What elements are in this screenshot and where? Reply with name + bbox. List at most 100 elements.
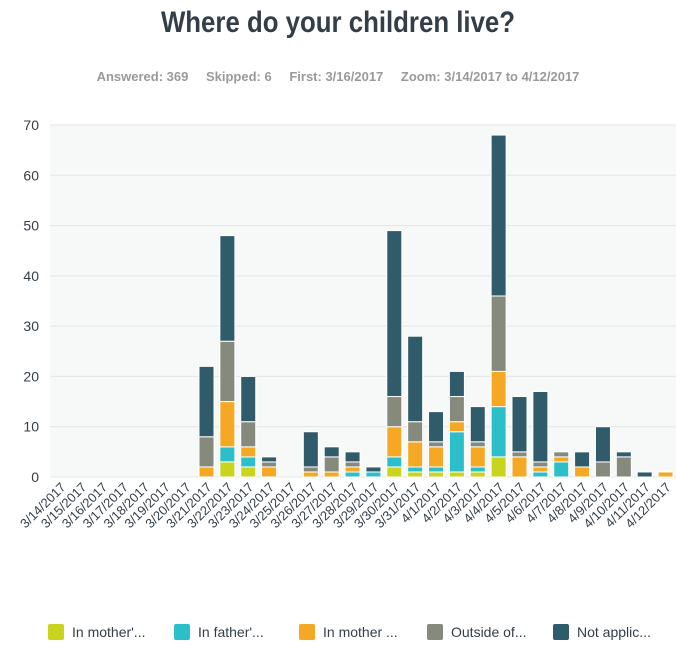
bar-segment (511, 456, 528, 478)
bar-segment (219, 235, 236, 342)
bar-segment (532, 391, 549, 463)
bar-segment (553, 461, 570, 478)
bar-segment (261, 466, 278, 478)
bar-segment (428, 471, 445, 478)
y-tick-label: 60 (23, 167, 39, 183)
bar-segment (428, 466, 445, 473)
bar-segment (490, 134, 507, 297)
legend-item[interactable]: Not applic... (553, 624, 651, 640)
bar-segment (344, 451, 361, 463)
bar-segment (323, 456, 340, 473)
stacked-bar-chart: 0102030405060703/14/20173/15/20173/16/20… (17, 117, 676, 531)
legend-swatch (427, 624, 443, 640)
bar-segment (615, 456, 632, 478)
bar-segment (302, 466, 319, 473)
bar-segment (428, 446, 445, 468)
bar-segment (490, 370, 507, 408)
bar-segment (511, 451, 528, 458)
legend-item[interactable]: In mother ... (299, 624, 398, 640)
legend-label: Outside of... (451, 624, 527, 640)
chart-title: Where do your children live? (160, 6, 516, 39)
y-tick-label: 30 (23, 318, 39, 334)
legend-label: In father'... (198, 624, 264, 640)
bar-segment (428, 411, 445, 443)
bar-segment (240, 456, 257, 468)
bar-segment (407, 466, 424, 473)
plot-area (50, 125, 676, 477)
y-tick-label: 10 (23, 419, 39, 435)
bar-segment (219, 446, 236, 463)
legend-swatch (299, 624, 315, 640)
bar-segment (302, 431, 319, 468)
y-tick-label: 0 (31, 469, 39, 485)
bar-segment (323, 471, 340, 478)
bar-segment (490, 406, 507, 458)
legend-item[interactable]: In mother'... (48, 624, 145, 640)
bar-segment (240, 446, 257, 458)
bar-segment (532, 471, 549, 478)
zoom-range: Zoom: 3/14/2017 to 4/12/2017 (400, 69, 580, 84)
bar-segment (448, 370, 465, 398)
y-tick-label: 20 (23, 368, 39, 384)
bar-segment (511, 396, 528, 453)
bar-segment (386, 426, 403, 458)
bar-segment (240, 421, 257, 448)
bar-segment (594, 461, 611, 478)
legend-item[interactable]: Outside of... (427, 624, 526, 640)
bar-segment (365, 466, 382, 473)
bar-segment (532, 466, 549, 473)
bar-segment (407, 471, 424, 478)
y-tick-label: 70 (23, 117, 39, 133)
y-tick-label: 50 (23, 218, 39, 234)
bar-segment (532, 461, 549, 468)
bar-segment (407, 335, 424, 423)
bar-segment (365, 471, 382, 478)
bar-segment (469, 446, 486, 468)
bar-segment (615, 451, 632, 458)
legend-swatch (174, 624, 190, 640)
legend-label: In mother ... (323, 624, 398, 640)
chart-legend: In mother'... In father'... In mother ... O… (0, 624, 676, 644)
legend-label: Not applic... (577, 624, 651, 640)
bar-segment (386, 396, 403, 428)
bar-segment (386, 466, 403, 478)
bar-segment (219, 461, 236, 478)
bar-segment (198, 466, 215, 478)
legend-swatch (553, 624, 569, 640)
bar-segment (574, 451, 591, 468)
bar-segment (261, 461, 278, 468)
bar-segment (490, 456, 507, 478)
bar-segment (344, 471, 361, 478)
answered-count: Answered: 369 (96, 69, 189, 84)
bar-segment (594, 426, 611, 463)
bar-segment (386, 456, 403, 468)
bar-segment (261, 456, 278, 463)
bar-segment (469, 466, 486, 473)
legend-item[interactable]: In father'... (174, 624, 264, 640)
bar-segment (553, 451, 570, 458)
bar-segment (448, 431, 465, 473)
bar-segment (344, 466, 361, 473)
bar-segment (407, 421, 424, 443)
bar-segment (657, 471, 674, 478)
skipped-count: Skipped: 6 (205, 69, 272, 84)
bar-segment (469, 441, 486, 448)
bar-segment (302, 471, 319, 478)
bar-segment (469, 471, 486, 478)
bar-segment (407, 441, 424, 468)
survey-meta: Answered: 369 Skipped: 6 First: 3/16/201… (0, 69, 676, 84)
bar-segment (574, 466, 591, 478)
bar-segment (344, 461, 361, 468)
bar-segment (448, 421, 465, 433)
bar-segment (448, 396, 465, 423)
bar-segment (469, 406, 486, 443)
y-tick-label: 40 (23, 268, 39, 284)
bar-segment (198, 365, 215, 438)
bar-segment (240, 466, 257, 478)
bar-segment (490, 295, 507, 372)
bar-segment (240, 375, 257, 423)
bar-segment (448, 471, 465, 478)
bar-segment (428, 441, 445, 448)
bar-segment (553, 456, 570, 463)
bar-segment (219, 401, 236, 448)
